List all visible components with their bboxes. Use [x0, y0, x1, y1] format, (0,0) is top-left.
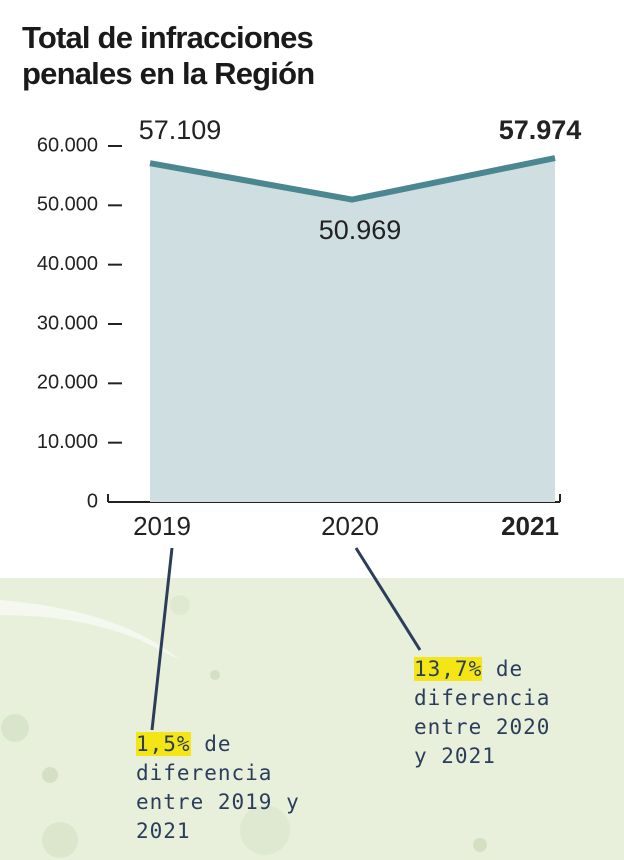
leaf [0, 600, 180, 660]
annotation: 13,7% de diferencia entre 2020 y 2021 [414, 655, 574, 771]
line [149, 155, 556, 203]
y-tick-label: 50.000 [37, 194, 98, 216]
dot [1, 714, 29, 742]
chart: 0 10.000 20.000 30.000 40.000 50.000 60.000 57.… [37, 115, 582, 541]
y-tick-label: 20.000 [37, 372, 98, 394]
annotation: 1,5% de diferencia entre 2019 y 2021 [136, 730, 301, 846]
value-label: 50.969 [319, 215, 402, 245]
dot [210, 670, 220, 680]
dot [170, 595, 190, 615]
dot [473, 838, 487, 852]
value-label: 57.109 [139, 115, 222, 145]
annotation-highlight: 1,5% [136, 732, 191, 756]
y-tick-label: 40.000 [37, 253, 98, 275]
area [150, 158, 555, 502]
x-tick-label: 2020 [321, 511, 379, 541]
y-tick-label: 30.000 [37, 312, 98, 334]
x-tick-label: 2019 [133, 511, 191, 541]
annotation-text: de diferencia entre 2020 y 2021 [414, 657, 551, 768]
x-tick-label: 2021 [501, 511, 559, 541]
value-label: 57.974 [499, 115, 582, 145]
annotation-line [354, 547, 422, 651]
y-tick-label: 60.000 [37, 134, 98, 156]
dot [240, 805, 290, 855]
y-tick-label: 10.000 [37, 431, 98, 453]
annotation-text: de diferencia entre 2019 y 2021 [136, 732, 300, 843]
annotation-line [150, 547, 174, 731]
chart-title: Total de infracciones penales en la Regi… [22, 20, 315, 91]
dot [42, 822, 78, 858]
y-tick-label: 0 [87, 490, 98, 512]
annotation-highlight: 13,7% [414, 657, 483, 681]
dot [42, 767, 58, 783]
